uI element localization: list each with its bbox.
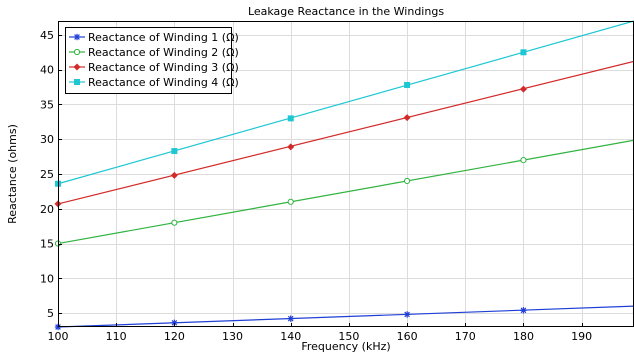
data-point-1 [287, 315, 294, 322]
data-point-4 [171, 148, 178, 155]
y-tick-label: 10 [40, 272, 54, 285]
x-tick-label: 160 [397, 330, 418, 343]
data-point-3 [519, 85, 527, 93]
y-tick-label: 20 [40, 203, 54, 216]
data-point-3 [170, 171, 178, 179]
legend-item-3: Reactance of Winding 3 (Ω) [69, 61, 239, 74]
x-tick-label: 170 [455, 330, 476, 343]
y-tick-label: 30 [40, 133, 54, 146]
legend-label: Reactance of Winding 4 (Ω) [88, 76, 239, 89]
legend: Reactance of Winding 1 (Ω) Reactance of W… [65, 27, 239, 94]
y-tick-label: 35 [40, 98, 54, 111]
legend-marker [73, 48, 81, 56]
legend-marker [73, 33, 81, 41]
x-tick-label: 130 [222, 330, 243, 343]
legend-item-4: Reactance of Winding 4 (Ω) [69, 76, 239, 89]
legend-label: Reactance of Winding 1 (Ω) [88, 31, 239, 44]
data-point-4 [287, 115, 294, 122]
data-point-4 [404, 81, 411, 88]
x-axis-title: Frequency (kHz) [301, 340, 390, 353]
data-point-2 [287, 198, 294, 205]
y-tick-label: 40 [40, 64, 54, 77]
data-point-1 [520, 307, 527, 314]
series-line-2 [57, 139, 634, 245]
axis-ticks: 100 110 120 130 140 150 160 170 180 190 5 10 15 20 25 3… [40, 29, 592, 343]
chart-title: Leakage Reactance in the Windings [248, 5, 444, 18]
data-point-2 [171, 219, 178, 226]
data-point-2 [520, 156, 527, 164]
series-line-4 [57, 20, 634, 185]
data-point-3 [403, 114, 411, 122]
y-tick-label: 5 [47, 307, 54, 320]
legend-marker [74, 79, 80, 85]
data-point-1 [403, 311, 411, 318]
y-tick-label: 15 [40, 238, 54, 251]
y-axis-title: Reactance (ohms) [6, 124, 19, 224]
legend-label: Reactance of Winding 2 (Ω) [88, 46, 239, 59]
series-line-1 [57, 305, 634, 328]
data-point-3 [287, 143, 295, 151]
x-tick-label: 140 [280, 330, 301, 343]
x-tick-label: 100 [48, 330, 69, 343]
legend-box [65, 27, 232, 94]
y-tick-label: 45 [40, 29, 54, 42]
x-tick-label: 150 [338, 330, 359, 343]
legend-item-2: Reactance of Winding 2 (Ω) [69, 46, 239, 59]
legend-marker [73, 63, 81, 71]
x-tick-label: 180 [513, 330, 534, 343]
data-point-2 [403, 177, 411, 185]
y-tick-label: 25 [40, 168, 54, 181]
data-point-4 [520, 49, 527, 56]
x-tick-label: 120 [164, 330, 185, 343]
legend-label: Reactance of Winding 3 (Ω) [88, 61, 239, 74]
x-tick-label: 110 [106, 330, 127, 343]
x-tick-label: 190 [571, 330, 592, 343]
series-line-3 [57, 60, 634, 205]
legend-item-1: Reactance of Winding 1 (Ω) [69, 31, 239, 44]
